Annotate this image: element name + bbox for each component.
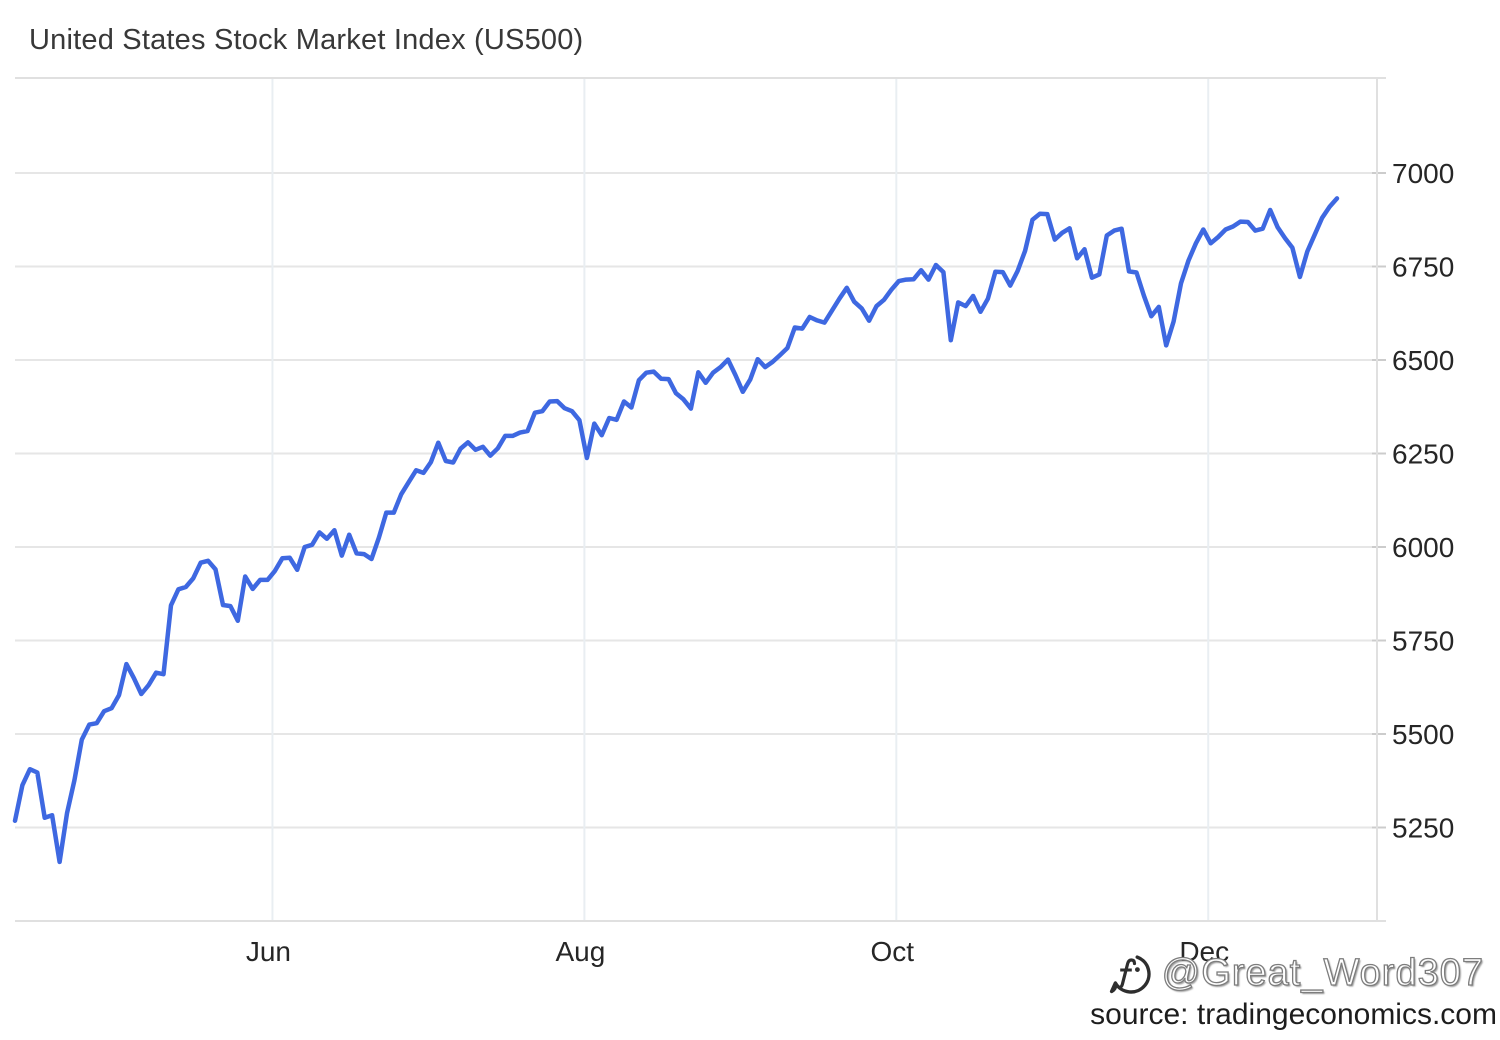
y-axis-label: 5250 xyxy=(1392,812,1454,843)
x-axis-label: Dec xyxy=(1179,936,1229,967)
watermark-handle: @Great_Word307 xyxy=(1161,951,1484,994)
y-axis-label: 5750 xyxy=(1392,625,1454,656)
y-axis-label: 5500 xyxy=(1392,719,1454,750)
x-axis-label: Jun xyxy=(246,936,291,967)
price-series-line[interactable] xyxy=(12,196,1340,865)
x-axis-label: Oct xyxy=(871,936,915,967)
watermark-logo-icon xyxy=(1109,955,1151,994)
watermark: @Great_Word307 xyxy=(1107,948,1484,998)
y-axis-label: 6750 xyxy=(1392,251,1454,282)
y-axis-label: 6000 xyxy=(1392,532,1454,563)
y-axis-label: 7000 xyxy=(1392,158,1454,189)
x-axis-label: Aug xyxy=(555,936,605,967)
y-axis-label: 6500 xyxy=(1392,345,1454,376)
page-title: United States Stock Market Index (US500) xyxy=(29,24,584,56)
y-axis-label: 6250 xyxy=(1392,438,1454,469)
source-credit: source: tradingeconomics.com xyxy=(1090,998,1497,1031)
